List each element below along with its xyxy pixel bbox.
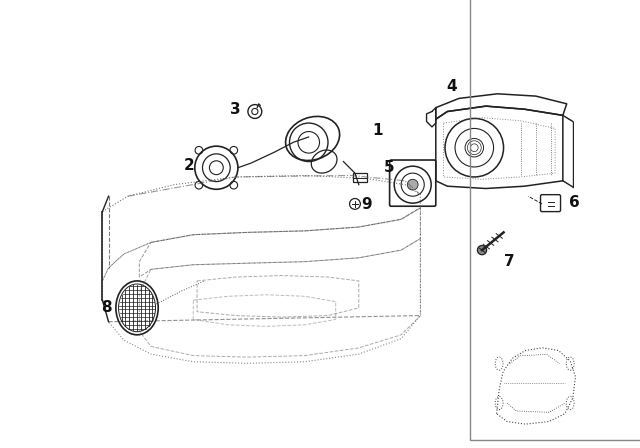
- Text: 6: 6: [569, 195, 580, 210]
- Text: 9: 9: [361, 197, 372, 212]
- Bar: [353, 173, 367, 182]
- Text: 7: 7: [504, 254, 515, 269]
- Text: 3: 3: [230, 102, 241, 116]
- Circle shape: [477, 246, 486, 255]
- Text: 4: 4: [446, 78, 456, 94]
- Circle shape: [407, 179, 418, 190]
- Text: 2: 2: [184, 158, 195, 173]
- Text: 1: 1: [373, 123, 383, 138]
- Text: 5: 5: [384, 160, 395, 175]
- Text: 8: 8: [101, 300, 111, 315]
